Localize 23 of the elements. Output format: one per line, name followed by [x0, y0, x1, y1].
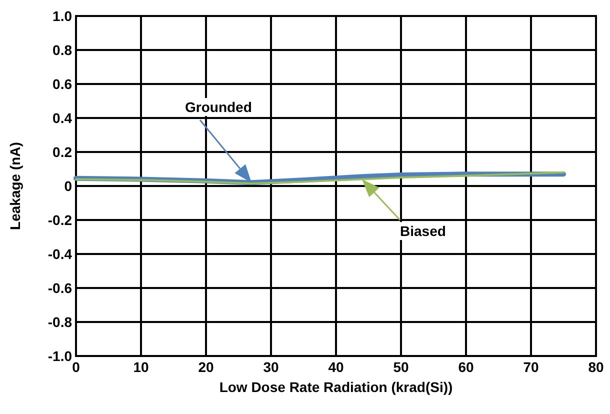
y-tick-label: -0.2 [48, 212, 72, 228]
text: Grounded [185, 99, 252, 115]
y-tick-label: 0.6 [52, 76, 72, 92]
y-tick-label: 0.8 [52, 42, 72, 58]
y-tick-label: -1.0 [48, 348, 72, 364]
y-tick-label: 1.0 [52, 8, 72, 24]
y-axis-title: Leakage (nA) [7, 142, 23, 230]
legend-label: Biased [400, 223, 446, 239]
x-tick-label: 70 [523, 359, 539, 375]
x-tick-label: 40 [328, 359, 344, 375]
x-tick-label: 50 [393, 359, 409, 375]
y-tick-label: -0.6 [48, 280, 72, 296]
x-tick-label: 10 [133, 359, 149, 375]
y-tick-label: -0.4 [48, 246, 72, 262]
y-tick-label: 0.4 [52, 110, 72, 126]
x-tick-label: 30 [263, 359, 279, 375]
y-tick-label: 0.2 [52, 144, 72, 160]
x-axis-title: Low Dose Rate Radiation (krad(Si)) [219, 379, 453, 395]
y-tick-label: -0.8 [48, 314, 72, 330]
y-tick-label: 0 [64, 178, 72, 194]
x-tick-label: 20 [198, 359, 214, 375]
x-tick-label: 80 [588, 359, 604, 375]
x-tick-label: 60 [458, 359, 474, 375]
